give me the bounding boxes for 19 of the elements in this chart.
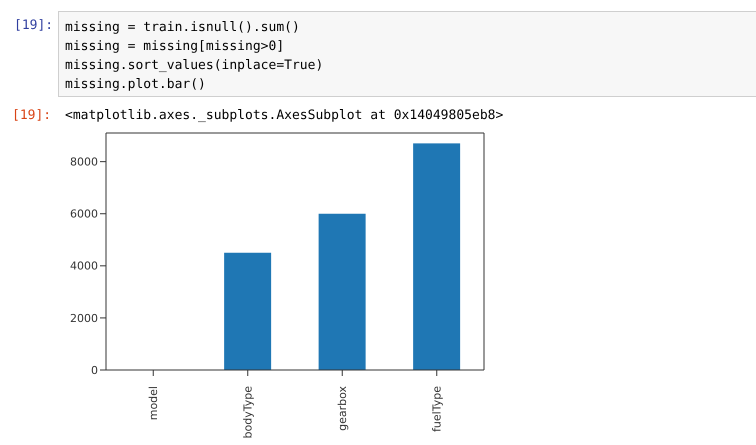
text: missing = missing[missing>0] bbox=[65, 38, 286, 56]
bar bbox=[318, 214, 366, 370]
x-tick-label: model bbox=[146, 386, 160, 420]
y-tick-label: 8000 bbox=[70, 156, 98, 169]
text: missing.sort_values(inplace=True) bbox=[65, 57, 324, 75]
bar bbox=[413, 143, 460, 370]
text: [19]: bbox=[12, 108, 52, 123]
text: missing.plot.bar() bbox=[65, 76, 207, 94]
y-tick-label: 2000 bbox=[70, 312, 98, 325]
text: <matplotlib.axes._subplots.AxesSubplot at 0x14049805eb8> bbox=[65, 108, 504, 123]
y-tick-label: 0 bbox=[91, 364, 98, 377]
y-tick-label: 4000 bbox=[70, 260, 98, 273]
text: [19]: bbox=[14, 18, 54, 33]
bar bbox=[224, 252, 272, 370]
x-tick-label: bodyType bbox=[241, 386, 254, 438]
text: missing = train.isnull().sum() bbox=[65, 19, 301, 37]
x-tick-label: gearbox bbox=[336, 386, 349, 431]
y-tick-label: 6000 bbox=[70, 208, 98, 221]
x-tick-label: fuelType bbox=[430, 386, 444, 432]
